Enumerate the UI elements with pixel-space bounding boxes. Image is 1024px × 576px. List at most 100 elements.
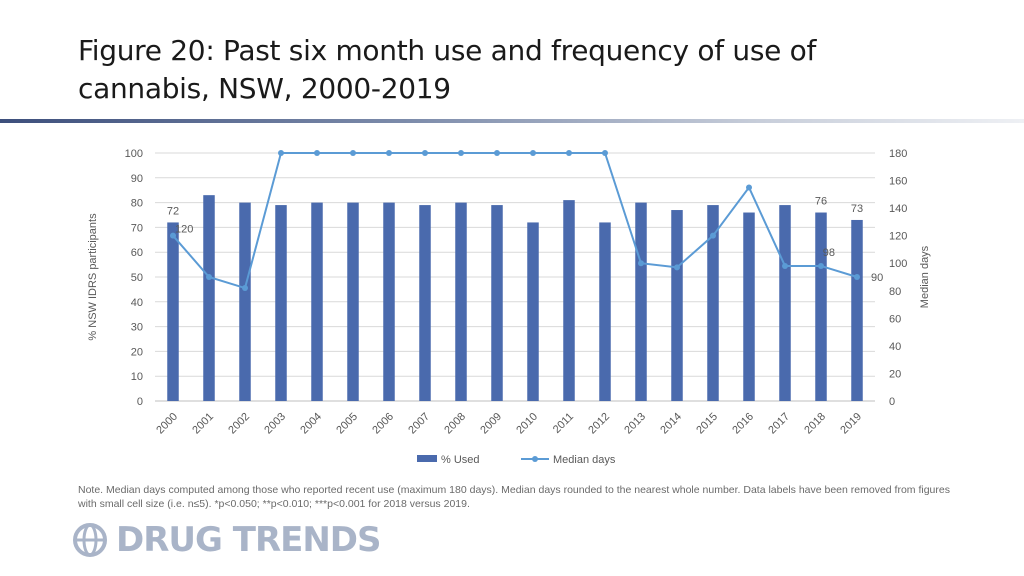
line-data-label: 120 [175, 224, 193, 236]
median-days-point-2009 [494, 150, 500, 156]
bar-2002 [239, 202, 251, 401]
x-tick-label: 2002 [226, 411, 252, 437]
y2-tick-label: 60 [889, 313, 901, 325]
y-tick-label: 90 [131, 173, 143, 185]
median-days-point-2013 [638, 260, 644, 267]
bar-2000 [167, 222, 179, 401]
bar-2015 [707, 205, 719, 401]
legend: % Used Median days [417, 454, 616, 466]
x-tick-label: 2018 [802, 411, 828, 437]
y-tick-label: 30 [131, 322, 143, 334]
y-tick-label: 100 [125, 148, 143, 160]
y2-tick-label: 180 [889, 148, 907, 160]
bar-2011 [563, 200, 575, 401]
y2-tick-label: 120 [889, 231, 907, 243]
bar-2014 [671, 210, 683, 401]
slide-title-line-2: cannabis, NSW, 2000-2019 [78, 72, 451, 105]
bar-2009 [491, 205, 503, 401]
y-tick-label: 10 [131, 371, 143, 383]
median-days-point-2015 [710, 232, 716, 239]
x-tick-label: 2011 [551, 411, 576, 436]
median-days-point-2014 [674, 264, 680, 271]
bar-2012 [599, 222, 611, 401]
bar-2008 [455, 202, 467, 401]
x-tick-label: 2015 [694, 411, 720, 437]
cannabis-use-chart: 0 10 20 30 40 50 60 70 80 90 100 0 20 40 60 80 100 120 140… [87, 148, 931, 466]
globe-icon [73, 523, 107, 557]
line-data-label: 98 [823, 247, 835, 259]
bar-data-label: 72 [167, 205, 179, 217]
bar-2004 [311, 202, 323, 401]
y-tick-label: 60 [131, 247, 143, 259]
y2-tick-label: 20 [889, 368, 901, 380]
y2-tick-label: 160 [889, 176, 907, 188]
median-days-point-2000 [170, 232, 176, 239]
x-tick-label: 2019 [838, 411, 864, 437]
bar-series [167, 195, 863, 401]
median-days-point-2008 [458, 150, 464, 156]
median-days-point-2018 [818, 262, 824, 269]
logo-text: DRUG TRENDS [116, 520, 382, 560]
title-divider [0, 119, 1024, 123]
bar-2019 [851, 219, 863, 401]
x-tick-label: 2009 [478, 411, 504, 437]
y2-tick-label: 140 [889, 203, 907, 215]
median-days-point-2012 [602, 150, 608, 156]
median-days-point-2007 [422, 150, 428, 156]
median-days-point-2003 [278, 150, 284, 156]
line-data-label: 90 [871, 272, 883, 284]
x-tick-label: 2008 [442, 411, 468, 437]
y-axis-title: % NSW IDRS participants [87, 213, 99, 341]
slide-title: Figure 20: Past six month use and freque… [78, 32, 978, 108]
bar-2013 [635, 202, 647, 401]
median-days-line [172, 152, 858, 290]
gridlines [155, 152, 875, 402]
median-days-point-2004 [314, 150, 320, 156]
bar-data-label: 76 [815, 196, 827, 208]
median-days-point-2005 [350, 150, 356, 156]
bar-2017 [779, 205, 791, 401]
bar-2005 [347, 202, 359, 401]
x-tick-label: 2000 [154, 411, 180, 437]
y2-axis-title: Median days [919, 245, 931, 308]
y-tick-label: 80 [131, 198, 143, 210]
y-tick-label: 40 [131, 297, 143, 309]
x-tick-label: 2005 [334, 411, 360, 437]
bar-2001 [203, 195, 215, 401]
median-days-point-2010 [530, 150, 536, 156]
x-tick-label: 2001 [190, 411, 216, 437]
median-days-point-2001 [206, 274, 212, 280]
median-days-point-2019 [854, 274, 860, 280]
bar-data-label: 73 [851, 203, 863, 215]
bar-2018 [815, 212, 827, 401]
y2-tick-label: 40 [889, 341, 901, 353]
y-tick-label: 70 [131, 222, 143, 234]
y2-tick-label: 100 [889, 258, 907, 270]
x-tick-label: 2010 [514, 411, 540, 437]
footnote: Note. Median days computed among those w… [78, 484, 950, 510]
legend-label-median: Median days [553, 454, 616, 466]
x-tick-label: 2007 [406, 411, 432, 437]
bar-2010 [527, 222, 539, 401]
data-labels: 72 76 73 120 98 90 [167, 196, 883, 284]
legend-marker-median [532, 456, 538, 462]
y2-tick-label: 0 [889, 396, 895, 408]
median-days-point-2017 [782, 262, 788, 269]
x-tick-label: 2012 [586, 411, 612, 437]
x-tick-label: 2014 [658, 411, 684, 437]
x-tick-label: 2013 [622, 411, 648, 437]
bar-2003 [275, 205, 287, 401]
line-series [170, 150, 860, 292]
y-tick-label: 50 [131, 272, 143, 284]
x-tick-label: 2016 [730, 411, 756, 437]
legend-swatch-used [417, 455, 437, 462]
slide-title-line-1: Figure 20: Past six month use and freque… [78, 34, 817, 67]
median-days-point-2016 [746, 184, 752, 191]
bar-2016 [743, 212, 755, 401]
median-days-point-2002 [242, 285, 248, 292]
y-tick-label: 20 [131, 346, 143, 358]
drug-trends-logo: DRUG TRENDS [70, 520, 382, 560]
x-tick-label: 2004 [298, 411, 324, 437]
legend-label-used: % Used [441, 454, 480, 466]
y2-tick-label: 80 [889, 286, 901, 298]
